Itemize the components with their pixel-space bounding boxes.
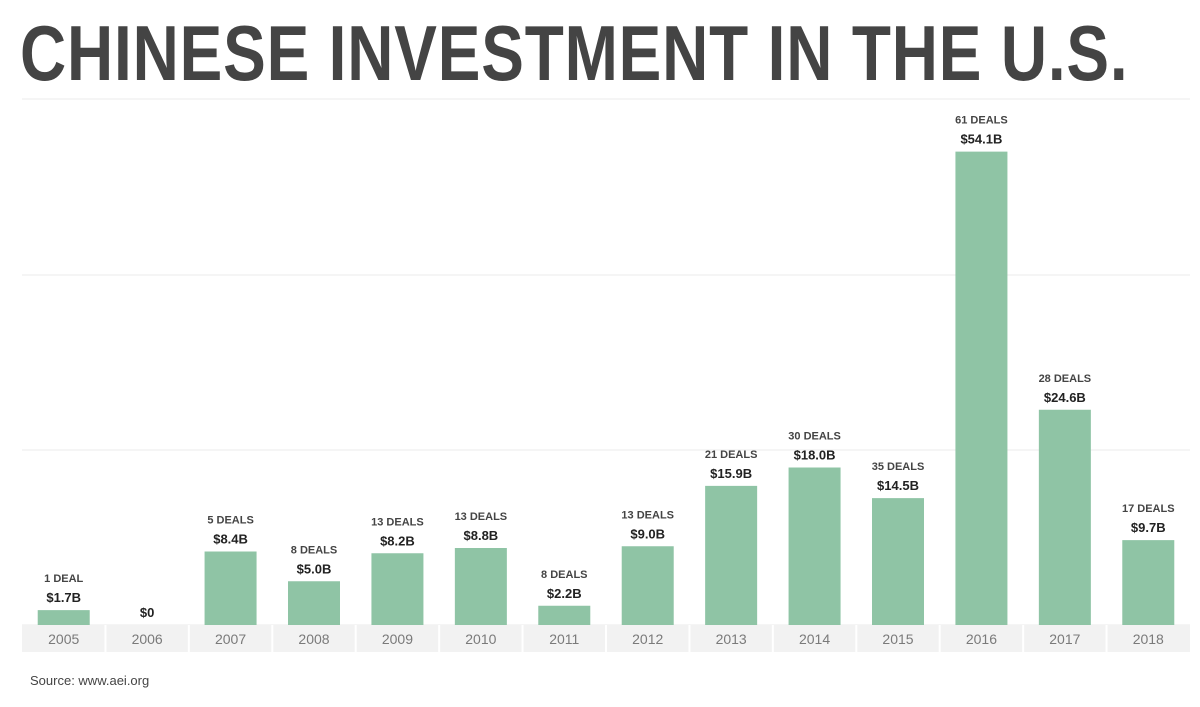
deal-label-2015: 35 DEALS (872, 461, 925, 473)
year-label-2013: 2013 (716, 631, 747, 647)
year-label-2006: 2006 (132, 631, 163, 647)
value-label-2007: $8.4B (213, 532, 248, 547)
x-axis-tick-labels: 2005 2006 2007 2008 2009 2010 2011 2012 2013 2014… (48, 625, 1164, 652)
year-label-2014: 2014 (799, 631, 830, 647)
bar-2008 (288, 581, 340, 625)
value-label-2008: $5.0B (297, 561, 332, 576)
bar-2012 (621, 546, 674, 625)
deal-label-2010: 13 DEALS (455, 511, 508, 523)
bar-2017 (1038, 409, 1091, 625)
value-label-2013: $15.9B (710, 466, 752, 481)
deal-label-2014: 30 DEALS (788, 431, 841, 443)
year-label-2015: 2015 (882, 631, 913, 647)
chart-title: CHINESE INVESTMENT IN THE U.S. (20, 9, 1129, 97)
deal-label-2017: 28 DEALS (1039, 373, 1092, 385)
value-label-2016: $54.1B (960, 132, 1002, 147)
bar-2009 (371, 553, 424, 625)
bar-2005 (37, 610, 90, 625)
bar-2016 (955, 151, 1008, 625)
bar-2011 (538, 605, 591, 625)
year-label-2008: 2008 (298, 631, 329, 647)
bar-2014 (788, 467, 841, 625)
value-label-2006: $0 (140, 605, 154, 620)
deal-label-2007: 5 DEALS (207, 515, 253, 527)
year-label-2011: 2011 (549, 631, 579, 647)
bar-2013 (705, 485, 758, 625)
value-label-2012: $9.0B (630, 526, 665, 541)
year-label-2012: 2012 (632, 631, 663, 647)
bar-2007 (204, 551, 257, 625)
deal-label-2012: 13 DEALS (621, 509, 674, 521)
deal-label-2011: 8 DEALS (541, 569, 587, 581)
value-label-2005: $1.7B (46, 590, 81, 605)
deal-label-2013: 21 DEALS (705, 449, 758, 461)
deal-label-2005: 1 DEAL (44, 573, 83, 585)
gridlines (22, 98, 1190, 626)
deal-label-2018: 17 DEALS (1122, 503, 1175, 515)
year-label-2007: 2007 (215, 631, 246, 647)
year-label-2005: 2005 (48, 631, 79, 647)
deal-label-2016: 61 DEALS (955, 115, 1008, 127)
year-label-2009: 2009 (382, 631, 413, 647)
source-note: Source: www.aei.org (30, 673, 150, 688)
value-label-2010: $8.8B (464, 528, 499, 543)
value-label-2017: $24.6B (1044, 390, 1086, 405)
value-label-2011: $2.2B (547, 586, 582, 601)
bar-2018 (1122, 540, 1175, 625)
value-label-2009: $8.2B (380, 533, 415, 548)
year-label-2017: 2017 (1049, 631, 1080, 647)
deal-label-2008: 8 DEALS (291, 544, 337, 556)
value-label-2018: $9.7B (1131, 520, 1166, 535)
deal-label-2009: 13 DEALS (371, 516, 424, 528)
bars (37, 151, 1175, 625)
year-label-2016: 2016 (966, 631, 997, 647)
bar-2010 (454, 548, 507, 625)
value-label-2014: $18.0B (794, 448, 836, 463)
value-label-2015: $14.5B (877, 478, 919, 493)
year-label-2010: 2010 (465, 631, 496, 647)
year-label-2018: 2018 (1133, 631, 1164, 647)
bar-2015 (872, 498, 924, 625)
data-labels: $1.7B 1 DEAL $0 $8.4B 5 DEALS $5.0B 8 DEALS $8.… (44, 115, 1174, 620)
